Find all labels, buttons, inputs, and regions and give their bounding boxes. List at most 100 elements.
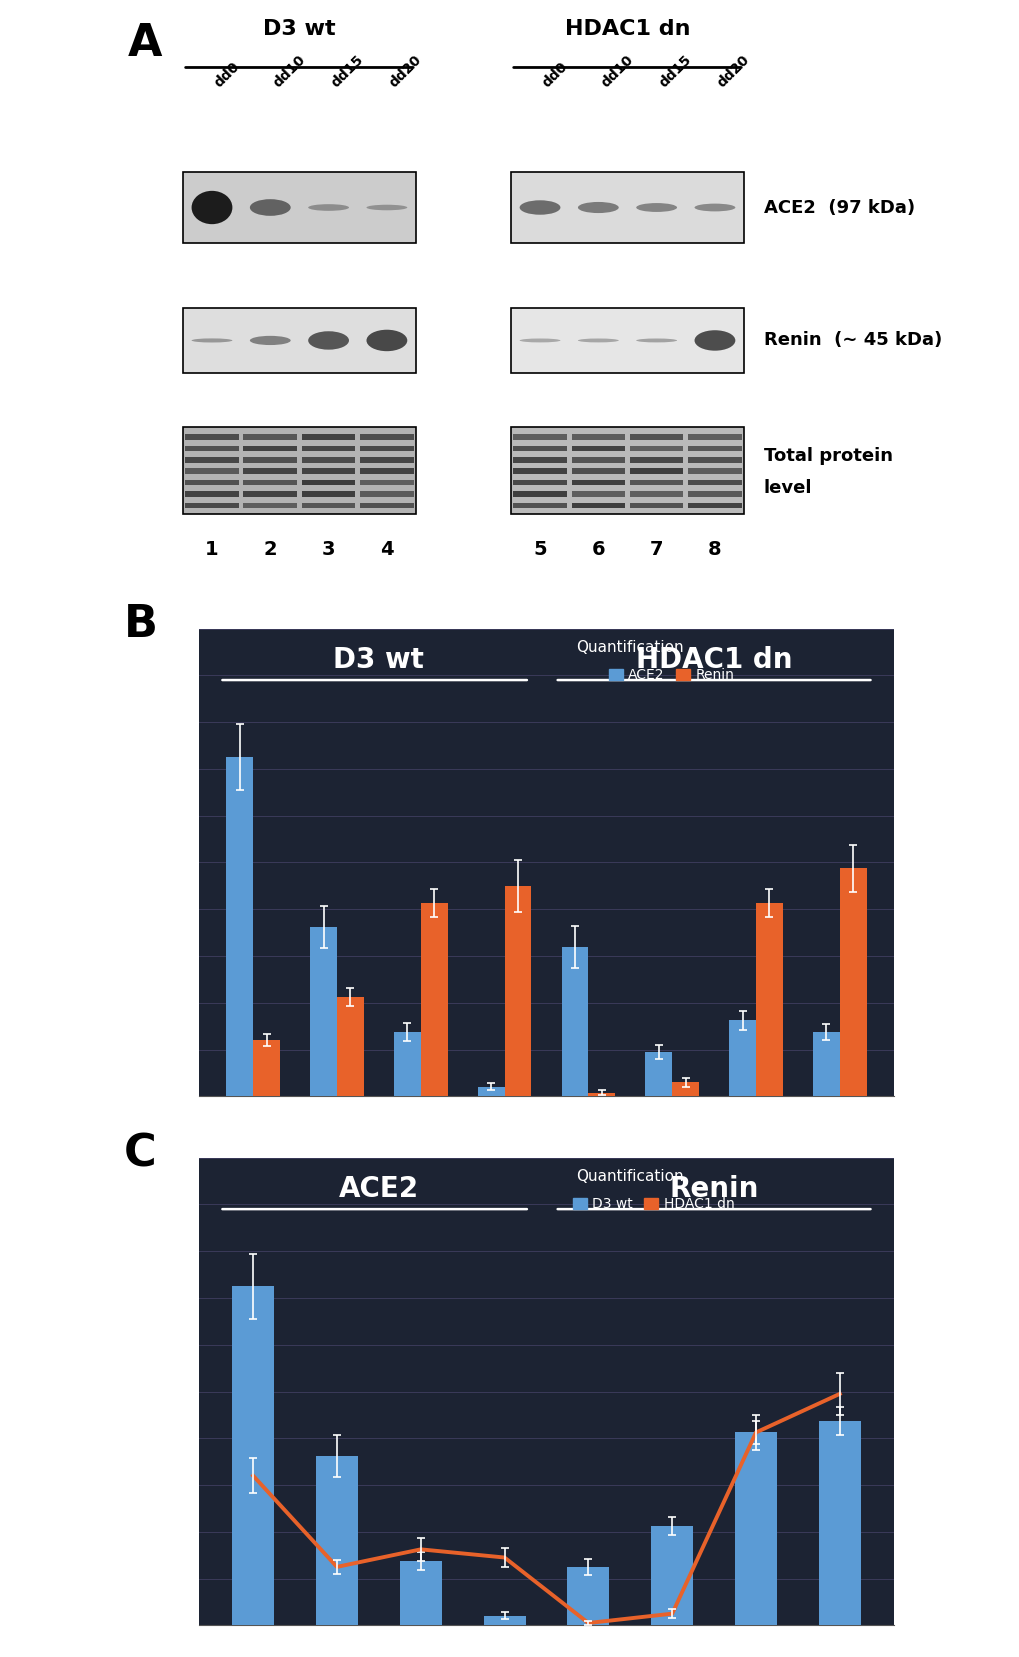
Bar [244, 446, 297, 451]
Bar [755, 903, 782, 1097]
Bar [688, 434, 741, 439]
Bar [511, 428, 744, 514]
Ellipse shape [519, 338, 559, 343]
Text: ACE2: ACE2 [338, 1175, 419, 1203]
Bar [571, 434, 625, 439]
Ellipse shape [636, 338, 677, 343]
Text: D3 wt: D3 wt [333, 646, 424, 674]
Bar [360, 446, 414, 451]
Bar [629, 481, 683, 486]
Text: Quantification: Quantification [576, 640, 683, 655]
Text: HDAC1 dn: HDAC1 dn [565, 20, 690, 40]
Bar [336, 998, 364, 1097]
Bar [182, 308, 416, 373]
Text: 1: 1 [205, 540, 219, 558]
Text: dd10: dd10 [598, 53, 635, 89]
Text: D3 wt: D3 wt [263, 20, 335, 40]
Text: dd10: dd10 [270, 53, 308, 89]
Bar [571, 457, 625, 462]
Bar [226, 757, 253, 1097]
Text: 5: 5 [533, 540, 546, 558]
Bar [511, 172, 744, 244]
Bar [244, 481, 297, 486]
Text: dd0: dd0 [212, 60, 243, 89]
Bar [513, 469, 567, 474]
Bar [513, 490, 567, 497]
Bar [688, 469, 741, 474]
Text: ACE2  (97 kDa): ACE2 (97 kDa) [763, 199, 914, 217]
Bar [571, 490, 625, 497]
Ellipse shape [694, 204, 735, 212]
Text: Quantification: Quantification [576, 1170, 683, 1185]
Bar [182, 172, 416, 244]
Text: Total protein: Total protein [763, 447, 892, 466]
Bar [839, 868, 866, 1097]
Bar [571, 481, 625, 486]
Bar [360, 457, 414, 462]
Bar [360, 469, 414, 474]
Bar [302, 446, 355, 451]
Bar [302, 490, 355, 497]
Bar [302, 469, 355, 474]
Bar [185, 502, 238, 509]
Bar [185, 457, 238, 462]
Bar [513, 434, 567, 439]
Bar [513, 446, 567, 451]
Bar [185, 469, 238, 474]
Bar [185, 446, 238, 451]
Text: 8: 8 [707, 540, 721, 558]
Bar [729, 1021, 755, 1097]
Bar [182, 428, 416, 514]
Text: Renin  (∼ 45 kDa): Renin (∼ 45 kDa) [763, 331, 942, 350]
Bar [688, 446, 741, 451]
Text: HDAC1 dn: HDAC1 dn [635, 646, 792, 674]
Text: Renin: Renin [668, 1175, 758, 1203]
Ellipse shape [250, 336, 290, 345]
Bar [571, 446, 625, 451]
Bar [571, 469, 625, 474]
Bar [688, 457, 741, 462]
Ellipse shape [636, 204, 677, 212]
Y-axis label: RELATIVE DENSITY: RELATIVE DENSITY [147, 1327, 161, 1457]
Text: dd20: dd20 [386, 53, 424, 89]
Text: 3: 3 [322, 540, 335, 558]
Text: B: B [123, 603, 157, 646]
Bar [244, 457, 297, 462]
Text: 4: 4 [380, 540, 393, 558]
Ellipse shape [192, 191, 232, 224]
Bar [302, 434, 355, 439]
Text: dd20: dd20 [714, 53, 752, 89]
Bar [588, 1092, 614, 1097]
Bar [302, 502, 355, 509]
Text: level: level [763, 479, 811, 497]
Bar [302, 457, 355, 462]
Text: 6: 6 [591, 540, 604, 558]
Bar [629, 446, 683, 451]
Text: dd15: dd15 [656, 53, 694, 89]
Bar [399, 1561, 441, 1626]
Text: 7: 7 [649, 540, 662, 558]
Bar [232, 1286, 274, 1626]
Bar [244, 469, 297, 474]
Bar [504, 886, 531, 1097]
Ellipse shape [366, 205, 407, 210]
Bar [513, 502, 567, 509]
Bar [253, 1041, 279, 1097]
Ellipse shape [366, 330, 407, 351]
Bar [420, 903, 447, 1097]
Bar [360, 481, 414, 486]
Bar [818, 1420, 860, 1626]
Bar [513, 481, 567, 486]
Bar [302, 481, 355, 486]
Text: dd15: dd15 [328, 53, 366, 89]
Legend: ACE2, Renin: ACE2, Renin [608, 668, 734, 683]
Bar [316, 1457, 358, 1626]
Bar [244, 502, 297, 509]
Bar [645, 1052, 672, 1097]
Bar [629, 502, 683, 509]
Text: dd0: dd0 [539, 60, 571, 89]
Bar [244, 490, 297, 497]
Text: C: C [123, 1132, 156, 1175]
Bar [629, 469, 683, 474]
Bar [185, 434, 238, 439]
